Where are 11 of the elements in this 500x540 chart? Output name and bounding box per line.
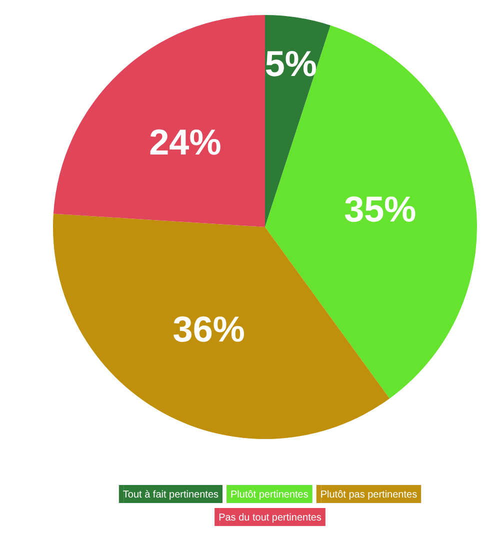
legend-label: Plutôt pertinentes (230, 490, 308, 500)
data-label: 24% (149, 122, 222, 162)
data-label: 36% (172, 308, 245, 350)
data-label: 5% (264, 43, 317, 84)
pie-slice (265, 15, 331, 227)
legend-label: Tout à fait pertinentes (122, 490, 219, 500)
data-label: 35% (344, 188, 416, 230)
legend-label: Pas du tout pertinentes (218, 512, 322, 524)
pie-slice (53, 15, 265, 227)
legend-label: Plutôt pas pertinentes (320, 490, 418, 500)
pie-slice (265, 25, 477, 399)
